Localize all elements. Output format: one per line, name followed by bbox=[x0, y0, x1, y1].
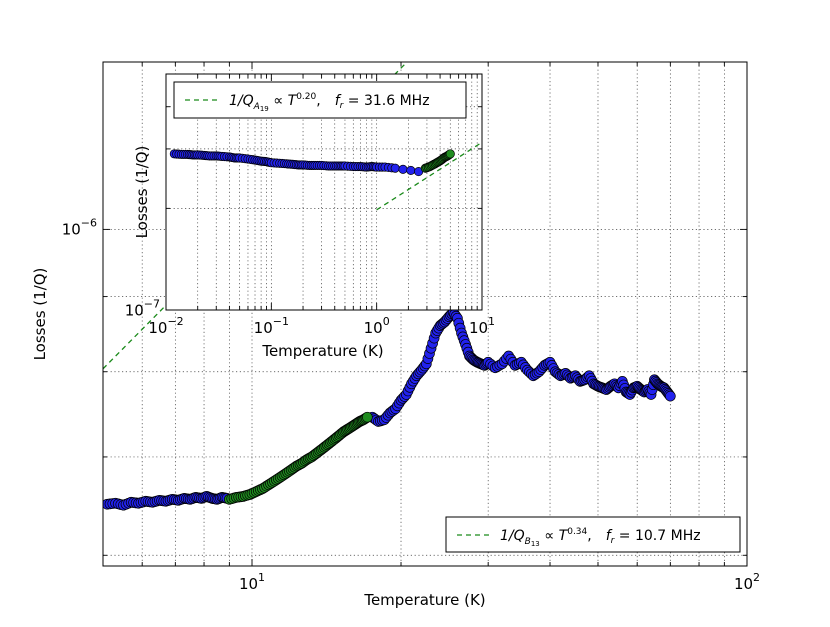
main-legend-box bbox=[445, 516, 741, 553]
main-legend-prop: ∝ T bbox=[540, 528, 569, 544]
main-legend-exp: 0.34 bbox=[567, 527, 587, 537]
main-legend-label: 1/QB13 ∝ T0.34, fr = 10.7 MHz bbox=[500, 527, 701, 548]
main-plot-frame bbox=[102, 61, 748, 567]
main-y-tick-label: 10−6 bbox=[62, 217, 97, 239]
main-legend: 1/QB13 ∝ T0.34, fr = 10.7 MHz bbox=[445, 516, 741, 553]
main-data-point-blue bbox=[664, 390, 676, 402]
inset-legend-lhs: 1/Q bbox=[229, 93, 254, 109]
inset-x-axis-label: Temperature (K) bbox=[261, 342, 383, 360]
inset-x-tick-label: 10−2 bbox=[148, 315, 183, 337]
inset-legend: 1/QA19 ∝ T0.20, fr = 31.6 MHz bbox=[173, 81, 467, 119]
inset-y-axis-label: Losses (1/Q) bbox=[133, 146, 151, 239]
inset-legend-freq: = 31.6 MHz bbox=[343, 93, 429, 109]
inset-data-point-green bbox=[445, 149, 455, 159]
main-x-tick-label: 102 bbox=[734, 571, 760, 593]
inset-legend-sep: , bbox=[316, 93, 320, 109]
inset-y-tick-labels: 10−7 bbox=[125, 297, 160, 319]
inset-data-points bbox=[169, 149, 455, 177]
inset-plot-frame bbox=[165, 73, 483, 311]
inset-legend-sub: A bbox=[253, 102, 260, 112]
inset-data-point-blue bbox=[398, 164, 408, 174]
inset-legend-box bbox=[173, 81, 467, 119]
inset-plot: 10−2 10−1 100 101 10−7 Temperature (K) Loss… bbox=[125, 73, 495, 360]
main-x-tick-labels: 101 102 bbox=[239, 571, 760, 593]
main-legend-fr: f bbox=[606, 528, 613, 544]
inset-data-point-blue bbox=[390, 163, 400, 173]
inset-legend-subsub: 19 bbox=[260, 105, 269, 113]
inset-x-tick-label: 101 bbox=[469, 315, 495, 337]
main-legend-sub: B bbox=[525, 537, 531, 547]
inset-x-tick-label: 100 bbox=[364, 315, 390, 337]
main-data-point-green bbox=[361, 411, 373, 423]
main-legend-lhs: 1/Q bbox=[500, 528, 525, 544]
inset-legend-fr: f bbox=[335, 93, 342, 109]
inset-legend-exp: 0.20 bbox=[296, 92, 316, 102]
inset-legend-label: 1/QA19 ∝ T0.20, fr = 31.6 MHz bbox=[229, 92, 430, 113]
main-legend-subsub: 13 bbox=[531, 540, 540, 548]
inset-x-tick-labels: 10−2 10−1 100 101 bbox=[148, 315, 495, 337]
main-data-points bbox=[103, 307, 676, 511]
inset-y-tick-label: 10−7 bbox=[125, 297, 160, 319]
main-legend-freq: = 10.7 MHz bbox=[614, 528, 700, 544]
inset-data-point-blue bbox=[406, 165, 416, 176]
main-x-axis-label: Temperature (K) bbox=[363, 591, 485, 609]
main-legend-sep: , bbox=[587, 528, 591, 544]
inset-fit-line bbox=[376, 141, 482, 211]
main-y-axis-label: Losses (1/Q) bbox=[31, 268, 49, 361]
inset-legend-frsub: r bbox=[340, 101, 345, 111]
main-legend-frsub: r bbox=[611, 536, 616, 546]
inset-x-tick-label: 10−1 bbox=[254, 315, 289, 337]
main-x-tick-label: 101 bbox=[239, 571, 265, 593]
inset-legend-prop: ∝ T bbox=[269, 93, 298, 109]
main-y-tick-labels: 10−6 bbox=[62, 217, 97, 239]
